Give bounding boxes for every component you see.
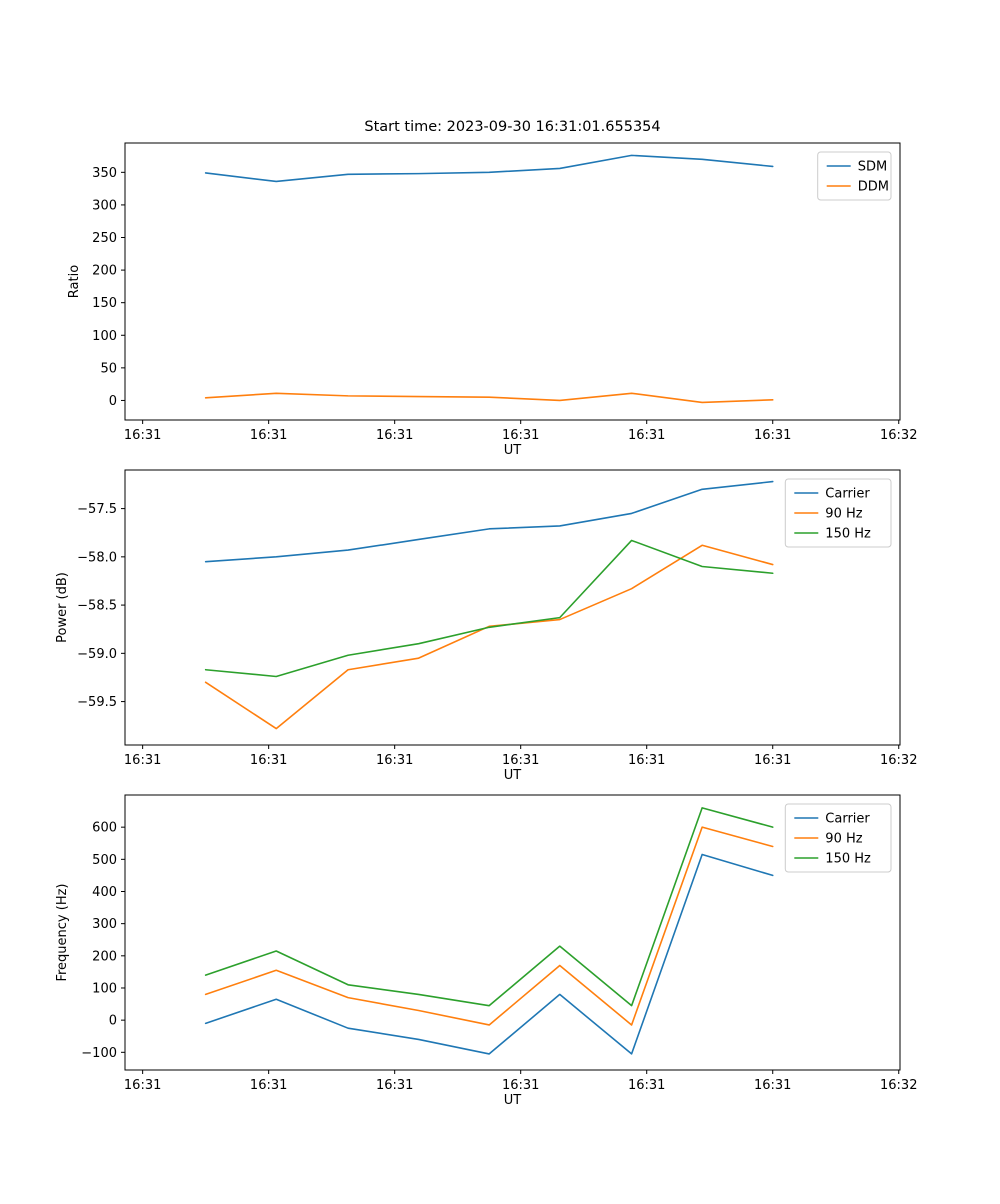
plot-border [124, 794, 901, 1071]
legend-label: 150 Hz [825, 527, 871, 542]
legend-label: 150 Hz [825, 852, 871, 867]
legend: Carrier 90 Hz 150 Hz [784, 478, 892, 548]
legend-label: Carrier [825, 812, 870, 827]
y-tick-label: −59.0 [77, 647, 117, 662]
series-line-ddm [204, 392, 774, 404]
legend-label: SDM [858, 160, 887, 175]
x-tick-label: 16:31 [628, 753, 665, 768]
x-axis-label: UT [504, 443, 522, 458]
series-line-carrier [204, 480, 774, 563]
y-tick-label: 300 [92, 917, 117, 932]
y-tick-label: −57.5 [77, 502, 117, 517]
plot-border [124, 142, 901, 421]
x-tick-label: 16:31 [376, 753, 413, 768]
chart-ratio: Start time: 2023-09-30 16:31:01.655354 0 5… [67, 119, 917, 458]
x-tick-label: 16:31 [754, 753, 791, 768]
chart-title: Start time: 2023-09-30 16:31:01.655354 [364, 119, 660, 135]
y-tick-label: 300 [92, 198, 117, 213]
y-tick-label: −100 [81, 1046, 117, 1061]
legend-label: DDM [858, 180, 889, 195]
y-axis-label: Frequency (Hz) [55, 883, 70, 981]
y-tick-label: 100 [92, 329, 117, 344]
series-line-90-hz [204, 826, 774, 1026]
x-tick-label: 16:31 [250, 428, 287, 443]
y-tick-label: 400 [92, 885, 117, 900]
y-tick-label: 350 [92, 166, 117, 181]
y-axis-label: Ratio [67, 265, 82, 298]
x-tick-label: 16:31 [376, 428, 413, 443]
series-line-carrier [204, 853, 774, 1055]
x-tick-label: 16:31 [124, 753, 161, 768]
legend-label: 90 Hz [825, 507, 862, 522]
legend-box [784, 478, 892, 548]
x-tick-label: 16:31 [502, 753, 539, 768]
y-tick-label: 100 [92, 981, 117, 996]
x-tick-label: 16:31 [376, 1078, 413, 1093]
legend: Carrier 90 Hz 150 Hz [784, 803, 892, 873]
x-tick-label: 16:31 [628, 428, 665, 443]
y-tick-label: −59.5 [77, 695, 117, 710]
x-tick-label: 16:31 [124, 1078, 161, 1093]
legend-box [817, 151, 892, 201]
y-tick-label: 500 [92, 853, 117, 868]
plot-border [124, 469, 901, 746]
legend: SDM DDM [817, 151, 892, 201]
y-tick-label: 0 [109, 1014, 117, 1029]
x-tick-label: 16:31 [124, 428, 161, 443]
x-tick-label: 16:31 [250, 753, 287, 768]
y-tick-label: 200 [92, 264, 117, 279]
y-tick-label: −58.5 [77, 599, 117, 614]
x-tick-label: 16:31 [628, 1078, 665, 1093]
y-tick-label: 0 [109, 394, 117, 409]
x-tick-label: 16:32 [880, 753, 917, 768]
chart-frequency: −100 0 100 200 300 400 500 600 16:31 16:31 16:31 16… [55, 794, 917, 1108]
legend-label: 90 Hz [825, 832, 862, 847]
x-tick-label: 16:31 [754, 1078, 791, 1093]
series-line-150-hz [204, 539, 774, 678]
series-line-150-hz [204, 807, 774, 1007]
x-tick-label: 16:31 [502, 428, 539, 443]
y-axis-label: Power (dB) [55, 572, 70, 643]
x-tick-label: 16:31 [502, 1078, 539, 1093]
legend-box [784, 803, 892, 873]
y-tick-label: 150 [92, 296, 117, 311]
x-tick-label: 16:31 [250, 1078, 287, 1093]
x-tick-label: 16:32 [880, 1078, 917, 1093]
y-tick-label: 200 [92, 949, 117, 964]
x-tick-label: 16:31 [754, 428, 791, 443]
x-axis-label: UT [504, 768, 522, 783]
y-tick-label: 600 [92, 821, 117, 836]
x-axis-label: UT [504, 1093, 522, 1108]
y-tick-label: −58.0 [77, 550, 117, 565]
series-line-90-hz [204, 544, 774, 730]
series-line-sdm [204, 154, 774, 183]
y-tick-label: 250 [92, 231, 117, 246]
legend-label: Carrier [825, 487, 870, 502]
y-tick-label: 50 [100, 361, 117, 376]
x-tick-label: 16:32 [880, 428, 917, 443]
chart-power: −59.5 −59.0 −58.5 −58.0 −57.5 16:31 16:31 16:31… [55, 469, 917, 783]
